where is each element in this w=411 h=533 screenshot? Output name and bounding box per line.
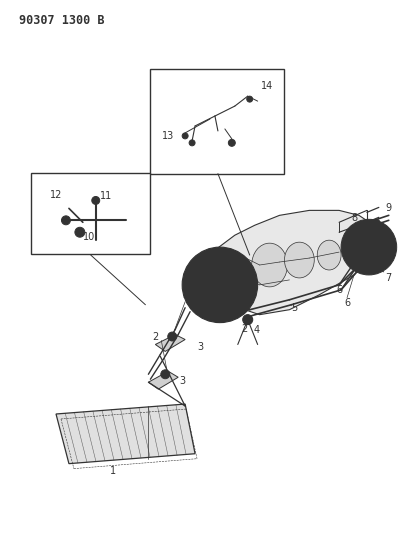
Text: 1: 1 [110, 466, 115, 475]
Polygon shape [155, 335, 185, 351]
Circle shape [351, 229, 387, 265]
Circle shape [75, 227, 85, 237]
Polygon shape [195, 211, 379, 314]
Text: 4: 4 [254, 325, 260, 335]
Circle shape [92, 197, 100, 205]
Circle shape [168, 332, 177, 341]
Polygon shape [148, 372, 178, 389]
Circle shape [161, 370, 170, 379]
Polygon shape [56, 404, 195, 464]
Ellipse shape [317, 240, 341, 270]
Circle shape [62, 216, 70, 225]
Bar [31, 173, 150, 254]
Text: 6: 6 [344, 298, 350, 308]
Circle shape [374, 219, 380, 225]
Text: 12: 12 [50, 190, 62, 200]
Circle shape [229, 139, 235, 147]
Text: 9: 9 [386, 204, 392, 213]
Circle shape [182, 133, 188, 139]
Text: 3: 3 [197, 342, 203, 352]
Text: 5: 5 [291, 303, 298, 313]
Text: 2: 2 [242, 324, 248, 334]
Text: 13: 13 [162, 131, 174, 141]
Circle shape [247, 96, 253, 102]
Text: 3: 3 [179, 376, 185, 386]
Circle shape [182, 247, 258, 322]
Text: 7: 7 [386, 273, 392, 283]
Text: 2: 2 [182, 290, 188, 300]
Circle shape [189, 140, 195, 146]
Text: 2: 2 [234, 302, 240, 312]
Bar [150, 69, 284, 174]
Circle shape [243, 314, 253, 325]
Ellipse shape [284, 242, 314, 278]
Ellipse shape [252, 243, 287, 287]
Circle shape [341, 219, 397, 275]
Circle shape [195, 260, 245, 310]
Text: 11: 11 [99, 191, 112, 201]
Circle shape [208, 273, 232, 297]
Text: 90307 1300 B: 90307 1300 B [19, 14, 105, 27]
Text: 10: 10 [83, 232, 95, 242]
Text: 14: 14 [261, 81, 274, 91]
Text: 8: 8 [351, 213, 357, 223]
Text: 2: 2 [152, 332, 159, 342]
Circle shape [215, 310, 224, 319]
Text: 6: 6 [336, 285, 342, 295]
